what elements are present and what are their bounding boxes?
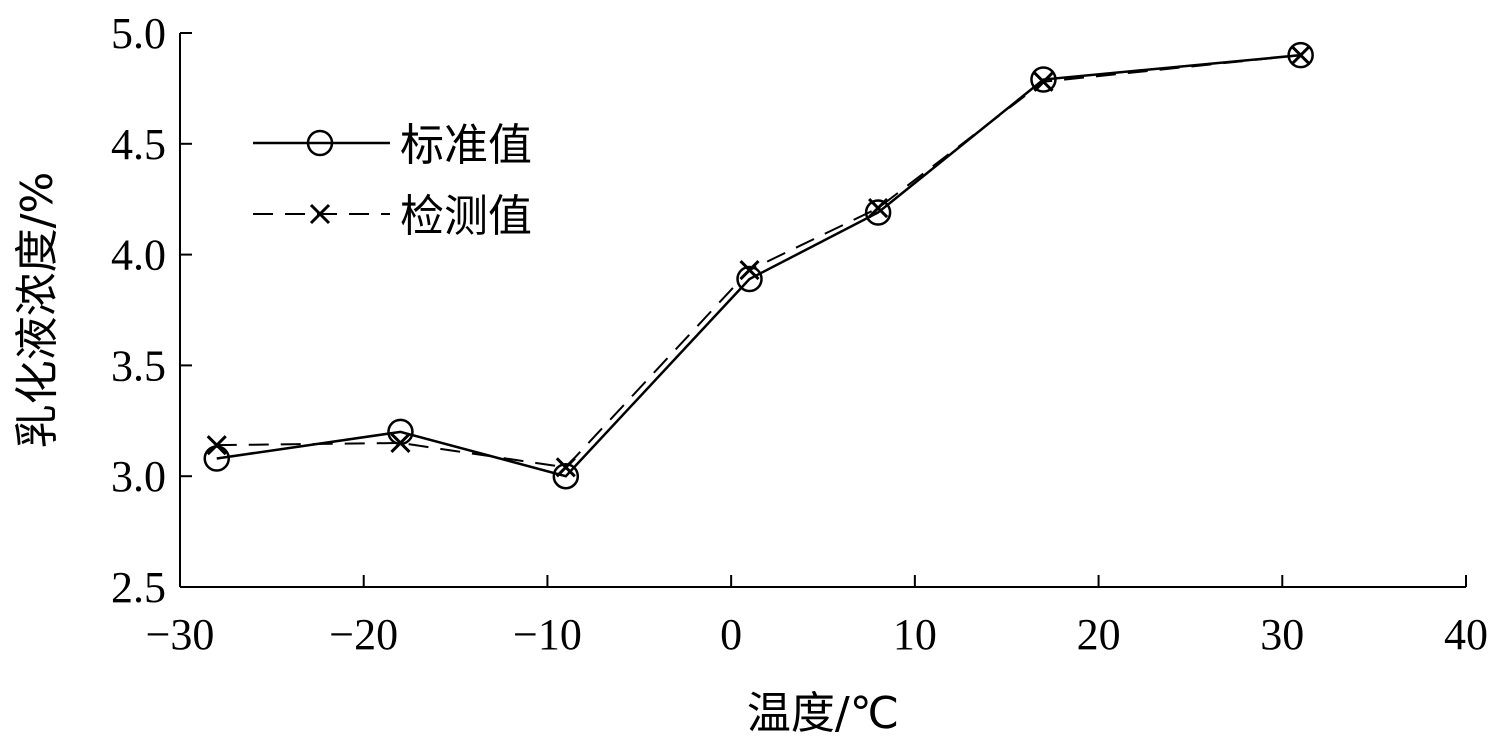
data-point-standard <box>1287 41 1314 69</box>
data-point-standard <box>552 462 580 490</box>
x-axis-title: 温度/℃ <box>747 688 899 739</box>
data-point-standard <box>1030 66 1057 93</box>
x-tick-label: 0 <box>720 610 742 659</box>
y-tick-label: 3.5 <box>111 341 166 390</box>
x-tick-label: 20 <box>1077 610 1121 659</box>
y-tick-label: 4.0 <box>111 231 166 280</box>
x-tick-label: 30 <box>1260 610 1304 659</box>
data-point-measured <box>390 432 411 454</box>
series-layer <box>203 41 1314 490</box>
x-tick-label: −20 <box>329 610 398 659</box>
y-tick-label: 5.0 <box>111 9 166 58</box>
x-tick-label: −10 <box>513 610 582 659</box>
legend-marker-circle <box>306 129 334 157</box>
y-tick-label: 3.0 <box>111 452 166 501</box>
axes <box>179 33 1466 588</box>
legend-marker-x <box>309 203 331 225</box>
y-tick-label: 4.5 <box>111 120 166 169</box>
data-point-measured <box>739 260 760 281</box>
data-point-measured <box>868 198 889 219</box>
data-point-measured <box>555 457 576 478</box>
x-tick-label: 10 <box>893 610 937 659</box>
x-tick-label: 40 <box>1444 610 1488 659</box>
x-tick-label: −30 <box>146 610 215 659</box>
legend-item-measured: 检测值 <box>253 191 532 242</box>
y-tick-label: 2.5 <box>111 563 166 612</box>
y-axis-title: 乳化液浓度/% <box>12 172 63 449</box>
data-point-standard <box>864 199 892 226</box>
legend-label-standard: 标准值 <box>400 120 532 171</box>
data-point-measured <box>1290 45 1311 66</box>
data-point-measured <box>206 435 227 456</box>
data-point-standard <box>736 265 763 293</box>
series-line-measured <box>216 54 1301 469</box>
legend: 标准值 检测值 <box>253 120 532 242</box>
ticks <box>179 32 1467 588</box>
legend-label-measured: 检测值 <box>400 191 532 242</box>
tick-labels: −30 −20 −10 0 10 20 30 40 2.5 3.0 3.5 4.0 4.5 5.0 <box>111 9 1488 659</box>
data-point-measured <box>1033 71 1054 92</box>
legend-item-standard: 标准值 <box>253 120 532 171</box>
series-line-standard <box>216 53 1301 478</box>
